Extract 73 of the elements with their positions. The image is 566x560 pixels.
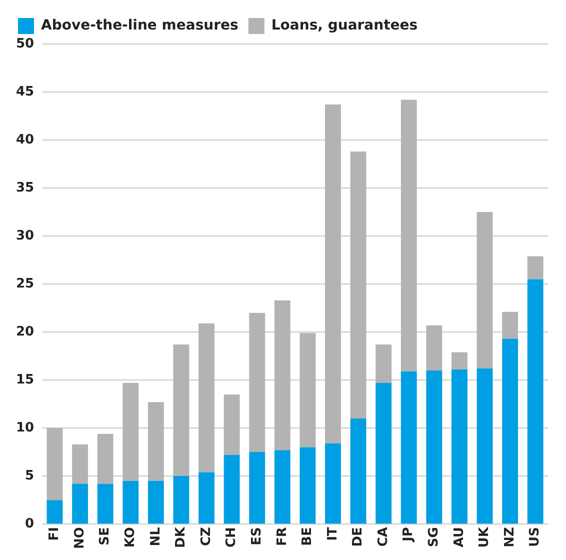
bar <box>173 344 190 476</box>
bar <box>400 100 417 372</box>
bar <box>300 333 316 448</box>
x-tick-label: FI <box>47 527 62 541</box>
bar <box>502 338 518 524</box>
bar <box>274 450 290 524</box>
bar <box>173 476 190 524</box>
bar <box>198 323 214 472</box>
bar <box>502 312 518 339</box>
bar <box>325 104 341 444</box>
x-tick-label: ES <box>249 527 264 546</box>
bar <box>300 447 316 524</box>
bar <box>72 444 88 484</box>
y-tick-label: 15 <box>16 372 34 388</box>
x-tick-label: DK <box>174 526 189 548</box>
x-tick-label: SE <box>98 527 113 546</box>
x-tick-label: FR <box>274 527 290 546</box>
x-tick-label: DE <box>350 527 366 547</box>
bar <box>476 212 493 369</box>
x-tick-label: IT <box>325 526 340 541</box>
bar <box>148 402 164 481</box>
bar <box>122 382 139 481</box>
bar <box>249 452 266 524</box>
bar <box>527 279 544 524</box>
x-tick-label: NZ <box>502 527 518 548</box>
bar <box>198 472 214 524</box>
legend-label: Loans, guarantees <box>271 18 418 34</box>
x-tick-label: SG <box>426 527 442 548</box>
x-tick-label: UK <box>477 526 492 548</box>
x-tick-label: CZ <box>198 527 214 546</box>
x-tick-label: US <box>528 527 543 547</box>
bar <box>122 480 139 524</box>
bar <box>46 500 63 524</box>
bar <box>97 434 114 484</box>
y-tick-label: 20 <box>16 324 34 340</box>
x-tick-label: KO <box>123 527 138 548</box>
y-tick-label: 50 <box>16 36 34 52</box>
bar <box>452 369 468 524</box>
legend-label: Above-the-line measures <box>41 18 238 34</box>
bar <box>400 371 417 524</box>
bar <box>376 344 392 383</box>
y-tick-label: 25 <box>16 276 34 292</box>
bar <box>476 368 493 524</box>
bar <box>249 312 266 452</box>
bar <box>274 300 290 450</box>
bar <box>350 152 366 418</box>
x-tick-label: NO <box>72 527 88 550</box>
y-tick-label: 0 <box>25 516 34 532</box>
bar <box>224 394 240 455</box>
bar <box>527 256 544 280</box>
bar <box>224 454 240 524</box>
bar <box>376 382 392 524</box>
bar <box>452 352 468 370</box>
y-tick-label: 30 <box>16 228 34 244</box>
x-tick-label: NL <box>148 527 164 546</box>
bar <box>350 418 366 524</box>
x-tick-label: AU <box>452 527 467 548</box>
bar <box>426 370 442 524</box>
x-tick-label: CA <box>376 527 391 547</box>
x-tick-label: BE <box>300 527 316 546</box>
bar <box>426 325 442 370</box>
y-tick-label: 40 <box>16 132 34 148</box>
y-tick-label: 35 <box>16 180 34 196</box>
x-tick-label: CH <box>224 527 240 548</box>
y-tick-label: 10 <box>16 420 34 436</box>
y-tick-label: 45 <box>16 84 34 100</box>
bar <box>97 484 114 524</box>
bar <box>325 443 341 524</box>
bar <box>46 428 63 500</box>
y-tick-label: 5 <box>25 468 34 484</box>
x-tick-label: JP <box>401 527 416 542</box>
bar <box>148 480 164 524</box>
bar <box>72 484 88 524</box>
